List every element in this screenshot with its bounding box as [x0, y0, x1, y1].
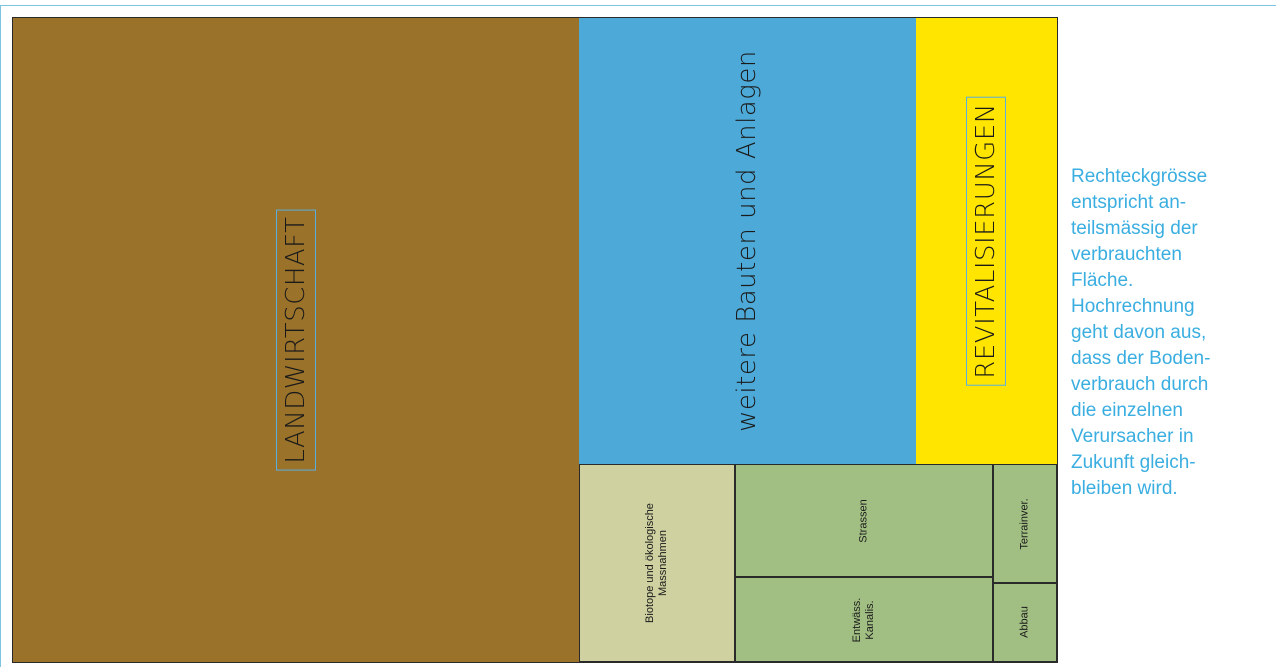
label-landwirtschaft: LANDWIRTSCHAFT: [276, 203, 316, 477]
treemap-chart: LANDWIRTSCHAFT weitere Bauten und Anlage…: [12, 17, 1058, 663]
cell-revitalisierungen: REVITALISIERUNGEN: [915, 18, 1057, 465]
cell-abbau: Abbau: [993, 582, 1057, 662]
cell-strassen: Strassen: [735, 464, 994, 578]
cell-biotope: Biotope und ökologische Massnahmen: [579, 464, 736, 662]
label-weitere-bauten: weitere Bauten und Anlagen: [732, 50, 763, 432]
label-abbau: Abbau: [1018, 606, 1031, 639]
label-strassen: Strassen: [857, 499, 870, 543]
cell-landwirtschaft: LANDWIRTSCHAFT: [13, 18, 580, 662]
figure-frame: [0, 5, 1276, 667]
label-terrainver: Terrainver.: [1018, 497, 1031, 550]
label-biotope: Biotope und ökologische Massnahmen: [644, 503, 670, 624]
cell-weitere-bauten: weitere Bauten und Anlagen: [579, 18, 916, 465]
explanatory-note: Rechteckgrösse entspricht an- teilsmässi…: [1071, 166, 1211, 499]
cell-entwaess: Entwäss. Kanalis.: [735, 577, 994, 662]
cell-terrainver: Terrainver.: [993, 464, 1057, 583]
label-revitalisierungen: REVITALISIERUNGEN: [967, 89, 1006, 393]
label-entwaess: Entwäss. Kanalis.: [851, 597, 877, 642]
